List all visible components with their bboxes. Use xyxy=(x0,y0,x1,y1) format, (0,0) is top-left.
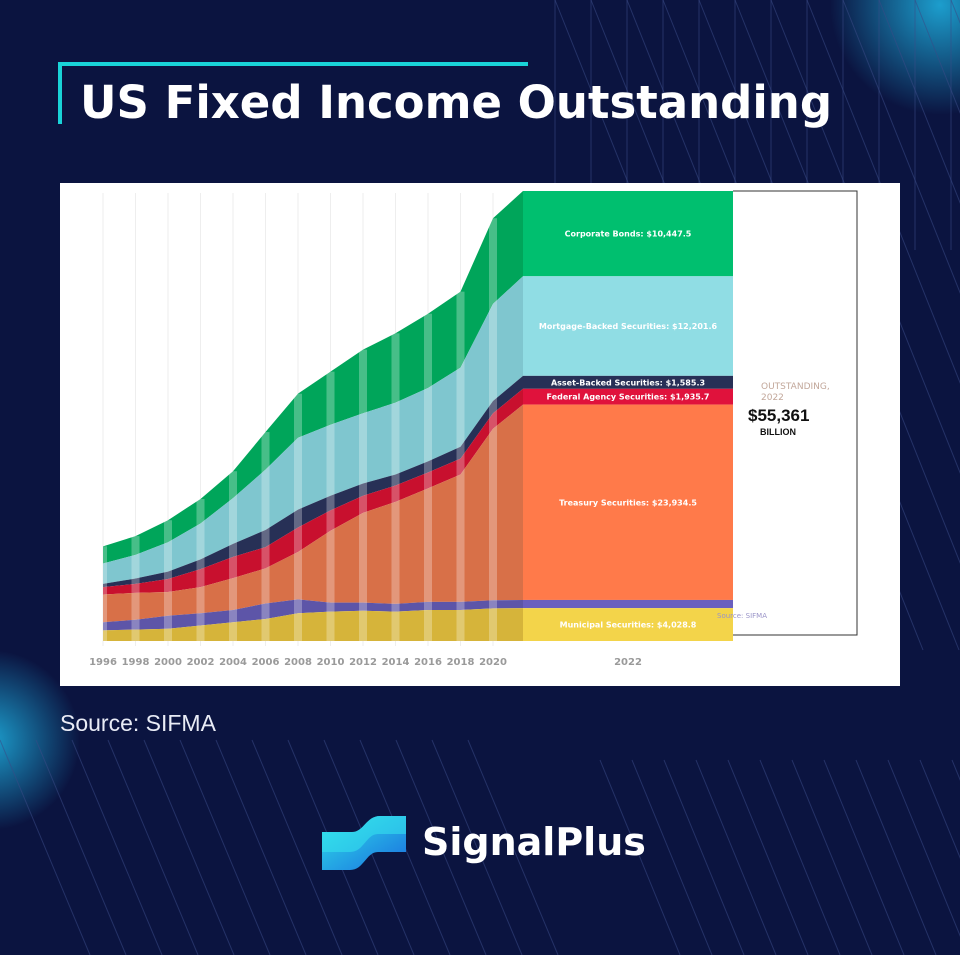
x-tick-label: 1996 xyxy=(89,657,117,668)
x-tick-label: 2014 xyxy=(382,657,410,668)
layer-municipal-securities xyxy=(103,608,523,641)
band-segment xyxy=(523,404,733,600)
total-unit: BILLION xyxy=(760,427,796,437)
layer-mortgage-backed-securities xyxy=(103,276,523,584)
total-bracket: OUTSTANDING,2022 $55,361 BILLION Source: SI… xyxy=(717,190,858,636)
x-tick-label: 2008 xyxy=(284,657,312,668)
band-2022: Corporate Bonds: $10,447.5 Mortgage-Backe… xyxy=(523,190,733,641)
total-value: $55,361 xyxy=(748,406,809,425)
band-segment xyxy=(523,190,733,277)
x-axis: 1996 1998 2000 2002 2004 2006 2008 2010 2012 2014… xyxy=(89,657,642,668)
x-tick-label: 1998 xyxy=(122,657,150,668)
x-tick-label: 2004 xyxy=(219,657,247,668)
layer-corporate-bonds xyxy=(103,190,523,564)
band-label: Municipal Securities: $4,028.8 xyxy=(560,621,697,630)
x-tick-label: 2016 xyxy=(414,657,442,668)
x-tick-label: 2000 xyxy=(154,657,182,668)
brand-footer: SignalPlus xyxy=(322,812,652,874)
total-label-line2: 2022 xyxy=(761,393,784,403)
x-tick-label: 2010 xyxy=(317,657,345,668)
layer-money-markets xyxy=(103,599,523,631)
band-label: Federal Agency Securities: $1,935.7 xyxy=(547,393,710,402)
glow-left xyxy=(0,650,80,830)
glow-top-right xyxy=(830,0,960,115)
band-segment xyxy=(523,608,733,641)
source-note: Source: SIFMA xyxy=(60,710,216,736)
title-accent-side xyxy=(58,62,62,124)
fixed-income-chart: Corporate Bonds: $10,447.5 Mortgage-Backe… xyxy=(89,190,858,668)
x-tick-label: 2006 xyxy=(252,657,280,668)
year-stripes xyxy=(99,218,497,641)
band-segment xyxy=(523,276,733,376)
band-label: Corporate Bonds: $10,447.5 xyxy=(565,230,692,239)
stack-layers xyxy=(103,190,523,641)
layer-treasury-securities xyxy=(103,404,523,623)
band-label: Asset-Backed Securities: $1,585.3 xyxy=(551,378,705,387)
title-accent-bar xyxy=(58,62,528,66)
signalplus-logo-icon xyxy=(322,816,406,870)
band-label: Mortgage-Backed Securities: $12,201.6 xyxy=(539,322,718,331)
x-tick-label: 2012 xyxy=(349,657,377,668)
x-tick-label: 2020 xyxy=(479,657,507,668)
band-segment xyxy=(523,375,733,389)
chart-inner-source: Source: SIFMA xyxy=(717,612,767,620)
chart-card: Corporate Bonds: $10,447.5 Mortgage-Backe… xyxy=(60,183,900,686)
x-tick-label: 2002 xyxy=(187,657,215,668)
brand-name: SignalPlus xyxy=(422,820,646,864)
total-label-line1: OUTSTANDING, xyxy=(761,382,830,392)
band-segment xyxy=(523,599,733,609)
page-title: US Fixed Income Outstanding xyxy=(80,76,833,129)
band-label: Treasury Securities: $23,934.5 xyxy=(559,498,697,507)
x-tick-label: 2018 xyxy=(447,657,475,668)
band-segment xyxy=(523,388,733,405)
x-tick-label: 2022 xyxy=(614,657,642,668)
